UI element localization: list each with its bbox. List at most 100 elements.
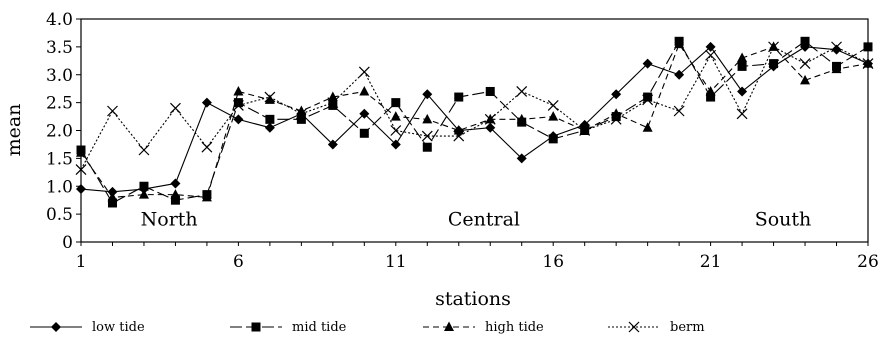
data-point-high-tide <box>831 63 842 74</box>
data-point-mid-tide <box>107 198 117 208</box>
data-point-berm <box>862 58 874 70</box>
data-point-berm <box>768 41 779 53</box>
data-point-berm <box>358 66 370 78</box>
y-tick-label: 4.0 <box>46 10 73 30</box>
data-point-berm <box>75 164 87 175</box>
data-point-berm <box>232 99 244 111</box>
data-point-berm <box>390 125 402 136</box>
y-tick-label: 2.0 <box>46 122 73 142</box>
data-point-mid-tide <box>800 36 810 46</box>
data-point-high-tide <box>390 111 401 121</box>
data-point-low-tide <box>705 41 716 52</box>
data-point-berm <box>170 102 181 114</box>
y-tick-label: 3.5 <box>46 38 73 58</box>
series-berm <box>75 41 874 175</box>
data-point-low-tide <box>201 97 212 108</box>
series-mid-tide <box>76 36 873 208</box>
data-point-berm <box>642 94 654 106</box>
data-point-high-tide <box>170 189 181 199</box>
y-tick-label: 1.5 <box>46 149 73 169</box>
y-tick-label: 2.5 <box>46 94 73 114</box>
series-line-mid-tide <box>80 40 869 204</box>
data-point-high-tide <box>800 74 811 85</box>
data-point-high-tide <box>548 111 559 121</box>
legend-marker-low-tide <box>51 322 61 332</box>
data-point-high-tide <box>674 38 685 49</box>
data-point-mid-tide <box>139 181 149 191</box>
legend-marker-berm <box>628 321 640 333</box>
data-point-berm <box>484 113 496 125</box>
data-point-mid-tide <box>643 92 653 102</box>
data-point-high-tide <box>642 122 653 132</box>
y-axis-ticks: 0 0.5 1.0 1.5 2.0 2.5 3.0 3.5 4.0 <box>46 10 81 253</box>
y-axis-label: mean <box>3 104 25 157</box>
legend-label: high tide <box>485 320 544 335</box>
data-point-berm <box>421 130 433 142</box>
data-point-high-tide <box>737 52 748 63</box>
region-label: North <box>141 208 198 230</box>
data-point-mid-tide <box>769 59 779 69</box>
data-point-berm <box>516 86 528 97</box>
legend-item-berm: berm <box>608 320 705 335</box>
y-tick-label: 0 <box>62 233 73 253</box>
data-point-mid-tide <box>485 86 495 96</box>
data-point-high-tide <box>516 113 527 124</box>
data-point-low-tide <box>264 122 275 133</box>
data-point-berm <box>547 99 559 111</box>
data-point-low-tide <box>485 122 496 133</box>
data-point-low-tide <box>327 139 338 150</box>
series-line-low-tide <box>80 46 869 193</box>
data-point-high-tide <box>233 85 244 96</box>
data-point-low-tide <box>611 89 622 100</box>
data-point-low-tide <box>674 69 685 80</box>
data-point-low-tide <box>76 184 86 195</box>
series-high-tide <box>76 38 873 202</box>
data-point-berm <box>610 113 622 125</box>
x-axis-ticks: 1 6 11 16 21 26 <box>76 242 879 272</box>
data-point-mid-tide <box>737 61 747 71</box>
data-point-mid-tide <box>170 195 180 205</box>
data-point-mid-tide <box>328 100 338 110</box>
data-point-high-tide <box>453 125 464 135</box>
x-axis-label: stations <box>435 288 511 310</box>
series-line-berm <box>80 46 869 170</box>
region-label: South <box>755 208 812 230</box>
data-point-mid-tide <box>296 114 306 124</box>
legend-item-low-tide: low tide <box>30 320 145 335</box>
y-tick-label: 3.0 <box>46 66 73 86</box>
x-tick-label: 6 <box>233 252 244 272</box>
data-point-mid-tide <box>454 92 464 102</box>
legend-marker-high-tide <box>444 321 454 331</box>
data-point-high-tide <box>611 108 622 118</box>
data-point-high-tide <box>359 85 370 96</box>
data-point-mid-tide <box>359 128 369 138</box>
data-point-mid-tide <box>706 92 716 102</box>
data-point-berm <box>138 144 150 156</box>
data-point-mid-tide <box>422 142 432 152</box>
data-point-low-tide <box>390 139 401 150</box>
region-annotations: North Central South <box>141 208 812 230</box>
legend: low tide mid tide high tide berm <box>30 320 705 335</box>
data-point-mid-tide <box>233 98 243 108</box>
data-point-high-tide <box>264 94 275 104</box>
data-point-low-tide <box>831 44 842 55</box>
legend-item-mid-tide: mid tide <box>230 320 347 335</box>
data-point-low-tide <box>516 153 527 164</box>
data-point-high-tide <box>76 147 86 157</box>
x-tick-label: 11 <box>385 252 407 272</box>
data-point-mid-tide <box>548 134 558 144</box>
data-point-berm <box>327 97 339 109</box>
data-point-berm <box>453 130 465 142</box>
legend-label: berm <box>670 320 705 335</box>
legend-label: low tide <box>92 320 145 335</box>
data-point-berm <box>107 105 118 117</box>
data-point-high-tide <box>422 113 433 124</box>
data-point-low-tide <box>170 178 181 189</box>
legend-item-high-tide: high tide <box>423 320 544 335</box>
y-tick-label: 1.0 <box>46 177 73 197</box>
data-point-berm <box>579 125 591 136</box>
data-series <box>75 36 874 208</box>
data-point-low-tide <box>737 86 748 97</box>
data-point-high-tide <box>201 191 212 202</box>
